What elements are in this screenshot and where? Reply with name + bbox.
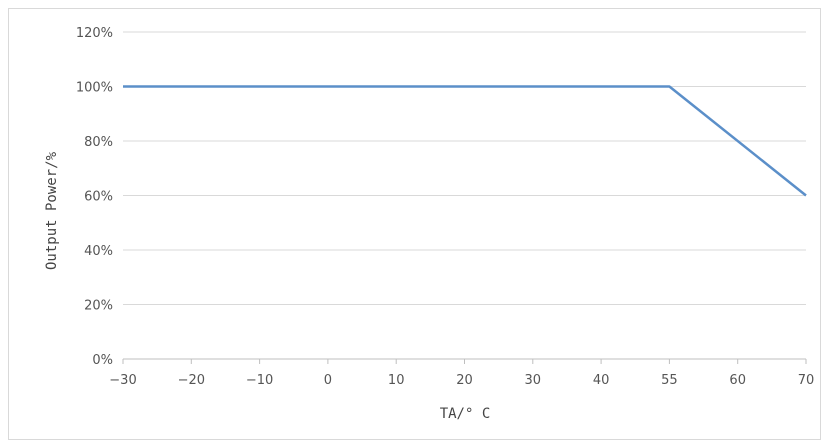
y-tick-label: 20%: [84, 299, 113, 314]
x-tick-label: 70: [798, 373, 815, 388]
series-line-0: [123, 85, 807, 197]
x-tick-label: 40: [593, 373, 610, 388]
x-tick-labels: −30 −20 −10 0 10 20 30 40 55 60 70: [109, 373, 814, 388]
y-axis-title: Output Power/%: [44, 151, 60, 270]
y-tick-label: 60%: [84, 190, 113, 205]
x-tick-label: 60: [729, 373, 746, 388]
x-axis-title: TA/° C: [440, 406, 491, 422]
x-tick-label: 30: [525, 373, 542, 388]
chart-frame: [8, 8, 821, 440]
series-layer: [123, 85, 807, 197]
x-tick-label: −10: [246, 373, 273, 388]
x-tick-label: −20: [178, 373, 205, 388]
y-tick-label: 80%: [84, 135, 113, 150]
x-tick-label: 20: [456, 373, 473, 388]
axes: [122, 358, 807, 364]
x-tick-label: 55: [661, 373, 678, 388]
y-tick-label: 100%: [76, 81, 113, 96]
y-tick-labels: 0% 20% 40% 60% 80% 100% 120%: [76, 26, 113, 368]
x-tick-label: −30: [109, 373, 136, 388]
y-tick-label: 120%: [76, 26, 113, 41]
gridlines: [123, 31, 806, 305]
y-tick-label: 40%: [84, 244, 113, 259]
y-tick-label: 0%: [92, 353, 113, 368]
x-tick-label: 10: [388, 373, 405, 388]
x-tick-label: 0: [324, 373, 332, 388]
